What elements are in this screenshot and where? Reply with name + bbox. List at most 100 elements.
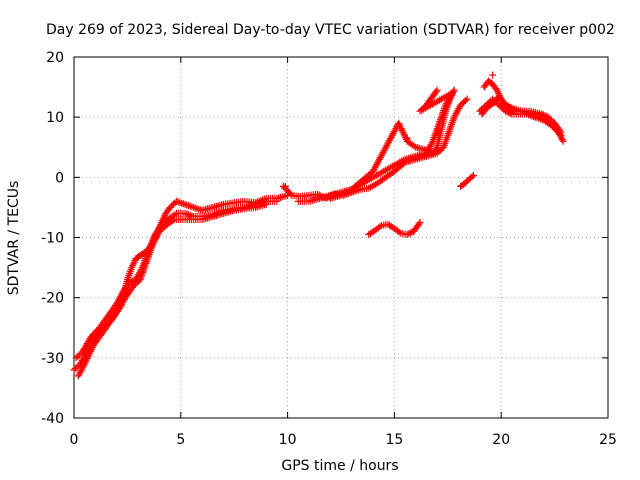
x-axis-label: GPS time / hours [281,458,398,474]
data-point [416,218,424,226]
data-point [193,205,201,213]
data-point [457,101,465,109]
data-point [525,111,533,119]
data-point [498,104,506,112]
y-tick-label: -40 [41,411,64,427]
data-point [528,112,536,120]
grid [74,57,608,418]
data-point [155,227,163,235]
x-tick-label: 20 [492,432,510,448]
data-point [501,107,509,115]
data-point [489,95,497,103]
data-series [476,95,565,139]
data-point [432,88,440,96]
data-point [428,139,436,147]
data-point [416,107,424,115]
data-point [184,211,192,219]
data-point [526,111,534,119]
x-tick-label: 10 [279,432,297,448]
data-point [531,113,539,121]
data-point [481,103,489,111]
chart-title: Day 269 of 2023, Sidereal Day-to-day VTE… [46,22,615,38]
data-point [477,106,485,114]
data-point [262,200,270,208]
data-point [469,172,477,180]
data-point [273,197,281,205]
data-point [403,134,411,142]
x-tick-label: 15 [385,432,403,448]
data-point [556,130,564,138]
data-point [178,199,186,207]
data-point [159,224,167,232]
data-point [463,95,471,103]
data-point [557,131,565,139]
data-point [476,107,484,115]
data-point [492,98,500,106]
data-point [181,200,189,208]
data-point [505,109,513,117]
y-tick-label: -30 [41,351,64,367]
data-point [489,71,497,79]
data-point [80,362,88,370]
data-series [365,218,424,238]
data-point [183,201,191,209]
data-point [537,115,545,123]
data-point [281,182,289,190]
data-point [490,97,498,105]
data-point [395,228,403,236]
y-tick-label: 20 [46,50,64,66]
data-point [72,364,80,372]
data-point [174,198,182,206]
axis-ticks: 0 5 10 15 20 25 -40 -30 -20 -10 0 10 20 [41,50,617,448]
y-axis-label: SDTVAR / TECUs [6,181,22,296]
data-point [558,136,566,144]
x-tick-label: 5 [176,432,185,448]
data-point [479,104,487,112]
data-point [415,220,423,228]
data-point [497,103,505,111]
x-tick-label: 25 [599,432,617,448]
data-point [127,278,135,286]
data-point [405,230,413,238]
data-point [432,145,440,153]
y-tick-label: 0 [55,170,64,186]
data-point [131,280,139,288]
data-point [461,97,469,105]
data-point [169,217,177,225]
data-point [501,101,509,109]
data-point [286,190,294,198]
y-tick-label: -10 [41,231,64,247]
data-series [281,71,497,190]
data-point [559,137,567,145]
data-point [126,279,134,287]
data-point [191,204,199,212]
data-point [173,197,181,205]
data-series [326,86,456,202]
y-tick-label: 10 [46,110,64,126]
data-point [530,113,538,121]
data-point [75,351,83,359]
y-tick-label: -20 [41,291,64,307]
data-point [482,101,490,109]
series-layer [70,71,567,380]
data-series [457,172,477,190]
data-point [168,202,176,210]
data-point [484,100,492,108]
data-point [460,98,468,106]
data-series [74,200,270,380]
data-point [166,203,174,211]
data-point [503,108,511,116]
data-point [70,366,78,374]
data-point [176,199,184,207]
data-point [130,282,138,290]
data-point [495,101,503,109]
data-point [410,142,418,150]
data-point [533,114,541,122]
x-tick-label: 0 [70,432,79,448]
data-point [179,200,187,208]
data-point [418,106,426,114]
data-point [503,102,511,110]
data-point [523,110,531,118]
data-point [186,211,194,219]
data-point [190,203,198,211]
